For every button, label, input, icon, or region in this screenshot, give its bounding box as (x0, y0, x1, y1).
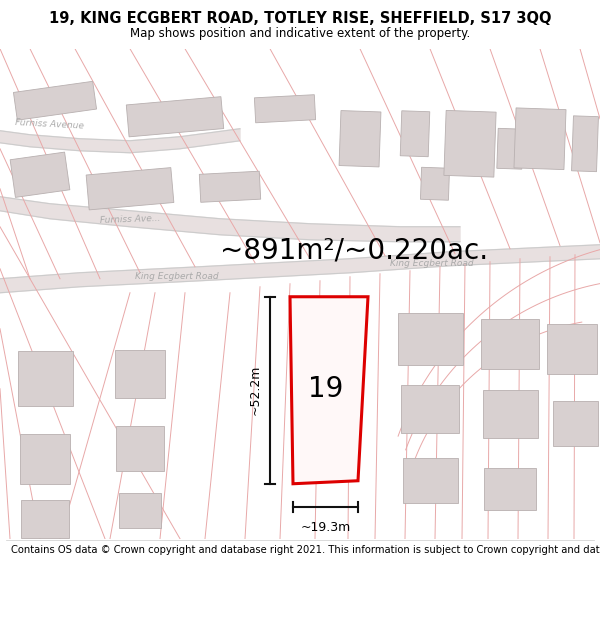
Polygon shape (514, 108, 566, 169)
Polygon shape (0, 197, 460, 242)
Polygon shape (0, 245, 600, 292)
Polygon shape (254, 95, 316, 122)
Polygon shape (339, 111, 381, 167)
Polygon shape (401, 385, 459, 432)
Polygon shape (86, 168, 174, 210)
Polygon shape (115, 350, 165, 398)
Polygon shape (481, 319, 539, 369)
Polygon shape (13, 81, 97, 120)
Polygon shape (17, 351, 73, 406)
Polygon shape (421, 168, 449, 200)
Text: Furniss Ave...: Furniss Ave... (100, 214, 161, 225)
Text: ~19.3m: ~19.3m (301, 521, 350, 534)
Text: 19, KING ECGBERT ROAD, TOTLEY RISE, SHEFFIELD, S17 3QQ: 19, KING ECGBERT ROAD, TOTLEY RISE, SHEF… (49, 11, 551, 26)
Polygon shape (553, 401, 598, 446)
Polygon shape (0, 129, 240, 152)
Text: King Ecgbert Road: King Ecgbert Road (135, 272, 218, 281)
Polygon shape (398, 312, 463, 365)
Polygon shape (10, 152, 70, 198)
Polygon shape (20, 434, 70, 484)
Text: Furniss Avenue: Furniss Avenue (15, 119, 84, 131)
Text: Contains OS data © Crown copyright and database right 2021. This information is : Contains OS data © Crown copyright and d… (11, 545, 600, 555)
Polygon shape (116, 426, 164, 471)
Polygon shape (403, 458, 458, 503)
Polygon shape (126, 97, 224, 137)
Text: 19: 19 (308, 375, 344, 402)
Polygon shape (199, 171, 260, 202)
Polygon shape (572, 116, 598, 172)
Text: ~891m²/~0.220ac.: ~891m²/~0.220ac. (220, 237, 488, 265)
Text: King Ecgbert Road: King Ecgbert Road (390, 259, 473, 268)
Polygon shape (547, 324, 597, 374)
Polygon shape (484, 468, 536, 510)
Polygon shape (21, 500, 69, 538)
Polygon shape (400, 111, 430, 157)
Polygon shape (119, 493, 161, 528)
Polygon shape (290, 297, 368, 484)
Polygon shape (497, 128, 523, 169)
Polygon shape (482, 390, 538, 438)
Polygon shape (444, 111, 496, 177)
Text: Map shows position and indicative extent of the property.: Map shows position and indicative extent… (130, 27, 470, 40)
Text: ~52.2m: ~52.2m (249, 365, 262, 416)
